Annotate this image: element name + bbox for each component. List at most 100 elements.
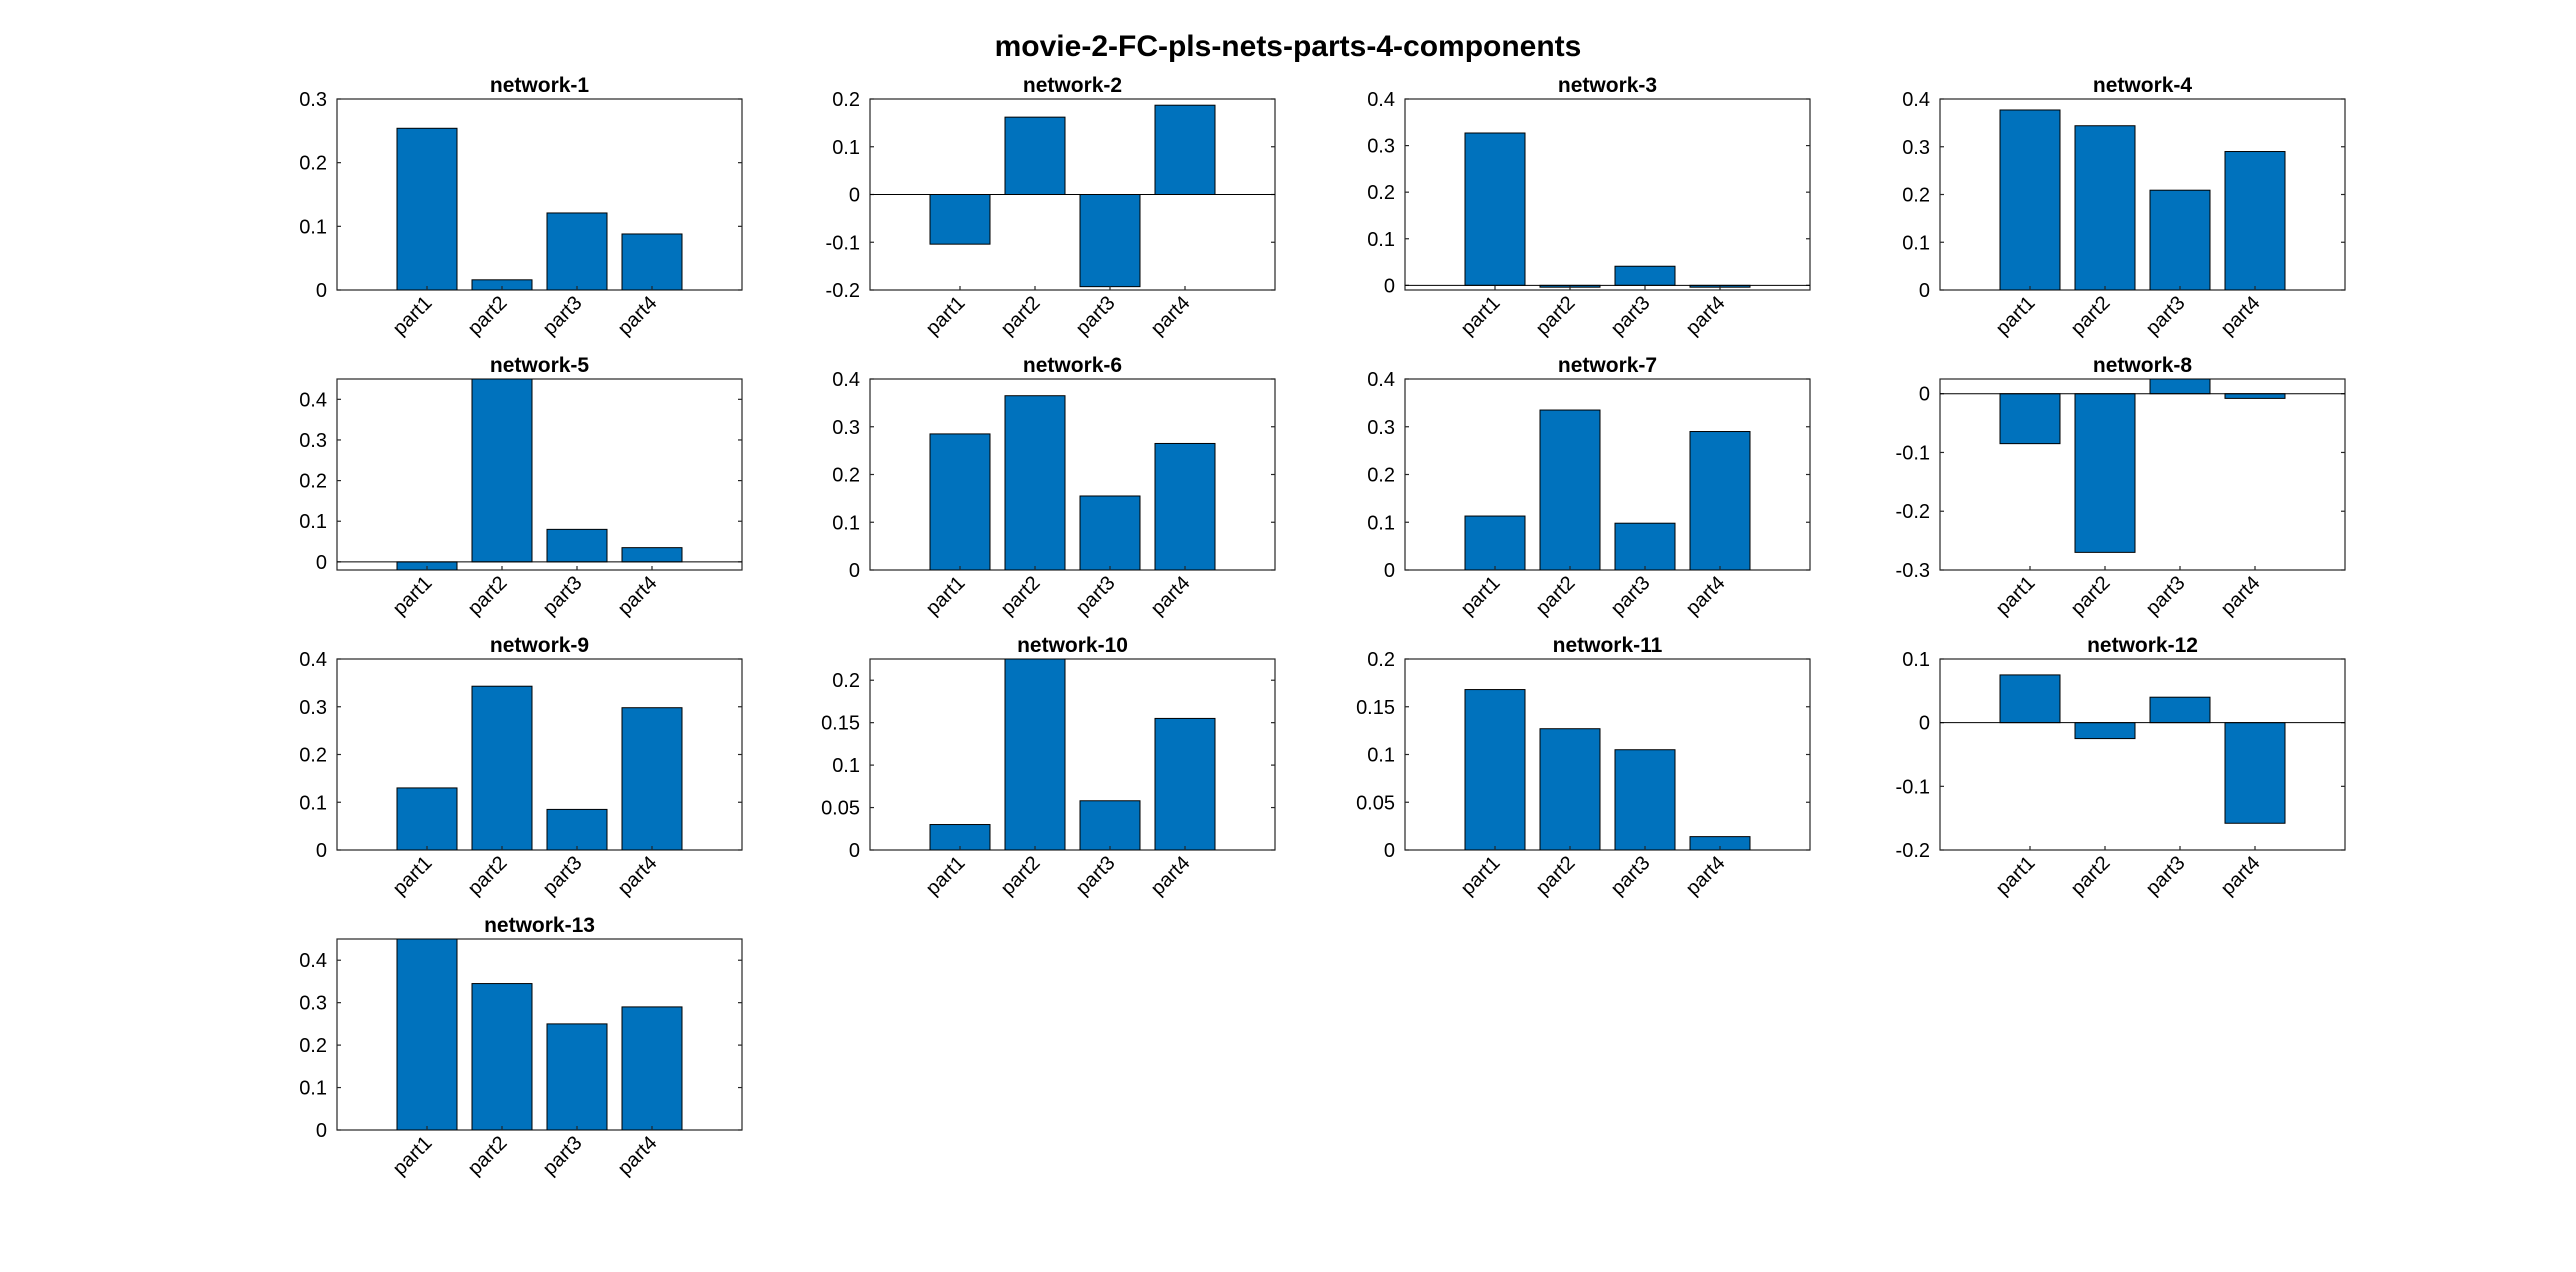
bar-part3	[546, 212, 608, 290]
x-tick-label: part4	[2217, 292, 2265, 340]
y-tick-label: 0.15	[821, 713, 860, 735]
bar-series	[929, 104, 1216, 288]
y-tick-label: 0	[316, 840, 327, 862]
bar-part3	[1614, 522, 1676, 570]
subplot-network-8: -0.3 -0.2 -0.1 0 part1 part2 part3 part4 network…	[1896, 354, 2346, 620]
y-tick-label: 0.1	[832, 512, 860, 534]
y-tick-label: 0.2	[832, 465, 860, 487]
y-tick-label: -0.1	[1896, 442, 1930, 464]
bar-part1	[929, 194, 991, 245]
x-tick-label: part3	[1607, 852, 1655, 900]
subplot-title: network-13	[484, 914, 595, 937]
subplot-network-1: 0 0.1 0.2 0.3 part1 part2 part3 part4 network-1	[299, 74, 743, 340]
y-tick-label: 0.1	[832, 137, 860, 159]
bar-series	[1464, 132, 1751, 288]
y-tick-label: 0.1	[299, 792, 327, 814]
x-tick-label: part1	[1992, 852, 2040, 900]
x-tick-label: part3	[2142, 572, 2190, 620]
y-tick-label: 0.3	[299, 89, 327, 111]
y-tick-label: 0.2	[299, 153, 327, 175]
bar-series	[1999, 674, 2286, 824]
bar-part2	[1004, 659, 1066, 850]
x-tick-label: part2	[2067, 572, 2115, 620]
subplot-network-12: -0.2 -0.1 0 0.1 part1 part2 part3 part4 network-…	[1896, 634, 2346, 900]
bar-part3	[1079, 800, 1141, 850]
y-tick-label: -0.2	[1896, 840, 1930, 862]
x-tick-label: part4	[1682, 852, 1730, 900]
y-tick-label: 0.1	[1902, 232, 1930, 254]
x-tick-label: part1	[389, 1132, 437, 1180]
bar-part4	[2224, 393, 2286, 399]
subplot-title: network-11	[1553, 634, 1663, 657]
x-tick-label: part3	[2142, 292, 2190, 340]
x-tick-label: part1	[922, 852, 970, 900]
bar-part1	[396, 939, 458, 1130]
bar-part2	[2074, 393, 2136, 553]
subplot-network-4: 0 0.1 0.2 0.3 0.4 part1 part2 part3 part4 network…	[1902, 74, 2346, 340]
figure-title: movie-2-FC-pls-nets-parts-4-components	[995, 30, 1582, 63]
y-tick-label: 0.4	[1367, 369, 1395, 391]
y-tick-label: 0	[1919, 280, 1930, 302]
x-tick-label: part4	[1147, 852, 1195, 900]
y-tick-label: 0.3	[832, 417, 860, 439]
bar-series	[929, 659, 1216, 850]
x-tick-label: part2	[997, 852, 1045, 900]
y-tick-label: 0.2	[1902, 185, 1930, 207]
y-tick-label: 0.4	[299, 950, 327, 972]
bar-part4	[1154, 717, 1216, 850]
bar-part1	[1999, 674, 2061, 724]
bar-part4	[621, 547, 683, 563]
subplot-network-2: -0.2 -0.1 0 0.1 0.2 part1 part2 part3 part4 netwo…	[826, 74, 1276, 340]
subplot-title: network-8	[2093, 354, 2193, 377]
x-tick-label: part4	[1147, 292, 1195, 340]
x-tick-label: part1	[1457, 572, 1505, 620]
x-tick-label: part1	[1992, 292, 2040, 340]
bar-part1	[929, 433, 991, 570]
y-tick-label: 0	[1919, 384, 1930, 406]
x-tick-label: part1	[1457, 852, 1505, 900]
bar-part1	[1999, 393, 2061, 445]
subplot-network-11: 0 0.05 0.1 0.15 0.2 part1 part2 part3 part4 netwo…	[1356, 634, 1811, 900]
y-tick-label: 0.05	[821, 798, 860, 820]
x-tick-label: part2	[2067, 292, 2115, 340]
x-tick-label: part2	[2067, 852, 2115, 900]
x-tick-label: part2	[464, 1132, 512, 1180]
x-tick-label: part3	[1072, 852, 1120, 900]
bar-part4	[1154, 442, 1216, 570]
bar-part4	[2224, 151, 2286, 290]
y-tick-label: -0.2	[1896, 501, 1930, 523]
subplot-network-7: 0 0.1 0.2 0.3 0.4 part1 part2 part3 part4 network…	[1367, 354, 1811, 620]
subplot-title: network-6	[1023, 354, 1122, 377]
x-tick-label: part1	[389, 572, 437, 620]
y-tick-label: 0.3	[1902, 137, 1930, 159]
subplot-network-5: 0 0.1 0.2 0.3 0.4 part1 part2 part3 part4 network…	[299, 354, 743, 620]
x-tick-label: part3	[2142, 852, 2190, 900]
x-tick-label: part3	[539, 572, 587, 620]
x-tick-label: part3	[1072, 572, 1120, 620]
y-tick-label: 0	[849, 185, 860, 207]
x-tick-label: part3	[1607, 572, 1655, 620]
bar-part2	[1539, 409, 1601, 570]
x-tick-label: part4	[2217, 572, 2265, 620]
y-tick-label: 0	[316, 280, 327, 302]
y-tick-label: -0.2	[826, 280, 860, 302]
y-tick-label: 0.05	[1356, 792, 1395, 814]
subplot-network-13: 0 0.1 0.2 0.3 0.4 part1 part2 part3 part4 network…	[299, 914, 743, 1180]
y-tick-label: 0.4	[299, 389, 327, 411]
y-tick-label: 0.2	[1367, 465, 1395, 487]
x-tick-label: part2	[1532, 292, 1580, 340]
bar-series	[1999, 379, 2286, 553]
x-tick-label: part1	[389, 852, 437, 900]
bar-part2	[471, 685, 533, 850]
y-tick-label: -0.1	[1896, 776, 1930, 798]
y-tick-label: 0	[1384, 840, 1395, 862]
subplot-title: network-12	[2087, 634, 2198, 657]
y-tick-label: 0.1	[299, 216, 327, 238]
x-tick-label: part3	[1072, 292, 1120, 340]
y-tick-label: 0	[849, 560, 860, 582]
y-tick-label: 0	[316, 1120, 327, 1142]
y-tick-label: 0	[1384, 275, 1395, 297]
y-tick-label: 0.1	[1367, 512, 1395, 534]
y-tick-label: 0	[316, 552, 327, 574]
